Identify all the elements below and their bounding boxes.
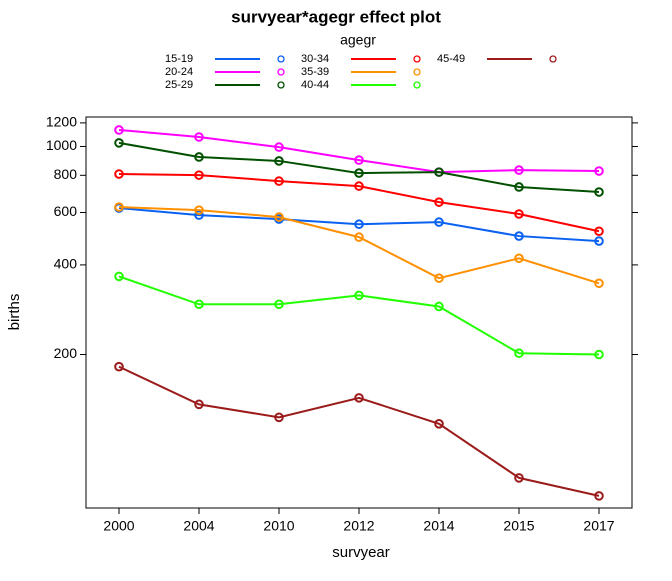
x-tick-label: 2004 bbox=[183, 518, 214, 534]
point bbox=[114, 125, 124, 135]
point bbox=[354, 290, 364, 301]
point bbox=[514, 209, 524, 219]
series-line bbox=[118, 207, 600, 243]
point bbox=[514, 182, 524, 192]
point bbox=[114, 202, 124, 212]
y-tick-label: 600 bbox=[54, 203, 78, 219]
point bbox=[514, 165, 524, 175]
point bbox=[114, 169, 124, 179]
series-line bbox=[118, 141, 600, 194]
point bbox=[514, 473, 524, 483]
chart-title: survyear*agegr effect plot bbox=[231, 7, 441, 26]
point bbox=[354, 232, 364, 242]
y-tick-label: 200 bbox=[54, 345, 78, 361]
point bbox=[434, 217, 444, 227]
point bbox=[434, 197, 444, 207]
legend-point bbox=[549, 55, 557, 63]
point bbox=[114, 361, 124, 372]
point bbox=[354, 181, 364, 191]
x-axis-label: survyear bbox=[332, 544, 390, 561]
point bbox=[274, 412, 284, 423]
series-line bbox=[118, 365, 600, 497]
point bbox=[354, 168, 364, 178]
legend-label: 20-24 bbox=[165, 66, 193, 78]
series-line bbox=[118, 275, 600, 356]
y-tick-label: 800 bbox=[54, 166, 78, 182]
y-axis-label: births bbox=[6, 294, 23, 331]
x-tick-label: 2014 bbox=[423, 518, 454, 534]
point bbox=[594, 187, 604, 197]
point bbox=[514, 253, 524, 264]
series-line bbox=[118, 206, 600, 285]
legend-point bbox=[413, 81, 421, 89]
legend-point bbox=[277, 55, 285, 63]
legend-title: agegr bbox=[340, 32, 376, 48]
point bbox=[434, 273, 444, 283]
point bbox=[274, 176, 284, 186]
point bbox=[434, 301, 444, 312]
series-line bbox=[118, 173, 600, 233]
legend-label: 15-19 bbox=[165, 53, 193, 65]
point bbox=[194, 399, 204, 410]
point bbox=[274, 142, 284, 152]
x-tick-label: 2010 bbox=[263, 518, 294, 534]
point bbox=[194, 210, 204, 220]
point bbox=[514, 231, 524, 241]
point bbox=[194, 170, 204, 180]
legend-label: 45-49 bbox=[437, 53, 465, 65]
point bbox=[434, 167, 444, 177]
point bbox=[594, 278, 604, 289]
point bbox=[354, 393, 364, 403]
point bbox=[194, 152, 204, 162]
point bbox=[274, 299, 284, 310]
legend-point bbox=[277, 68, 285, 76]
point bbox=[514, 348, 524, 359]
legend-label: 30-34 bbox=[301, 53, 329, 65]
point bbox=[274, 156, 284, 166]
point bbox=[434, 419, 444, 429]
legend-label: 35-39 bbox=[301, 66, 329, 78]
legend-point bbox=[277, 81, 285, 89]
point bbox=[594, 236, 604, 246]
legend-point bbox=[413, 55, 421, 63]
x-tick-label: 2000 bbox=[103, 518, 134, 534]
point bbox=[194, 132, 204, 142]
point bbox=[594, 349, 604, 360]
x-tick-label: 2012 bbox=[343, 518, 374, 534]
legend-point bbox=[413, 68, 421, 76]
point bbox=[354, 155, 364, 165]
point bbox=[594, 166, 604, 176]
legend-label: 25-29 bbox=[165, 79, 193, 91]
y-tick-label: 1200 bbox=[46, 114, 77, 130]
y-tick-label: 1000 bbox=[46, 137, 77, 153]
x-tick-label: 2015 bbox=[503, 518, 534, 534]
point bbox=[194, 299, 204, 310]
point bbox=[594, 226, 604, 237]
point bbox=[274, 212, 284, 222]
point bbox=[114, 271, 124, 282]
y-tick-label: 400 bbox=[54, 256, 78, 272]
series-line bbox=[118, 128, 600, 174]
point bbox=[354, 219, 364, 230]
point bbox=[594, 491, 604, 501]
point bbox=[114, 138, 124, 148]
x-tick-label: 2017 bbox=[583, 518, 614, 534]
point bbox=[194, 205, 204, 215]
legend-label: 40-44 bbox=[301, 79, 329, 91]
